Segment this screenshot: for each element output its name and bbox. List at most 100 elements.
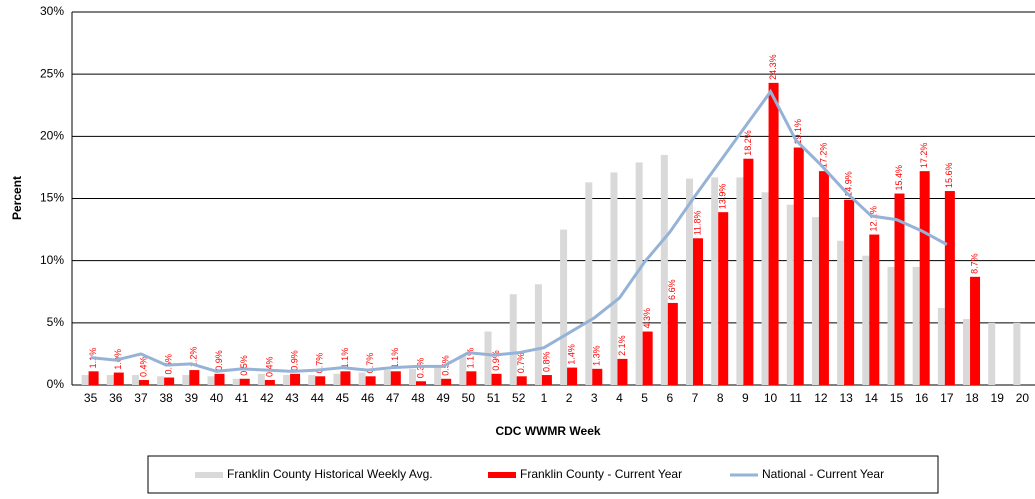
data-label: 1.2% [189, 347, 199, 368]
bar [138, 380, 149, 385]
bar [711, 177, 719, 385]
bar [541, 375, 552, 385]
bar [88, 371, 99, 385]
bar [390, 371, 401, 385]
bar [988, 322, 996, 385]
x-tick-label: 17 [940, 391, 954, 405]
x-tick-label: 6 [666, 391, 673, 405]
data-label: 6.6% [667, 279, 677, 300]
x-tick-label: 16 [915, 391, 929, 405]
bar [365, 376, 376, 385]
bar [768, 82, 779, 386]
data-label: 15.6% [944, 163, 954, 189]
bar [937, 307, 945, 385]
bar [358, 372, 366, 385]
x-tick-label: 3 [591, 391, 598, 405]
data-label: 17.2% [818, 143, 828, 169]
bar [264, 380, 275, 385]
data-label: 1.4% [566, 344, 576, 365]
bar [844, 199, 855, 385]
x-tick-label: 10 [764, 391, 778, 405]
x-tick-label: 47 [386, 391, 400, 405]
data-label: 14.9% [843, 171, 853, 197]
x-tick-label: 43 [285, 391, 299, 405]
x-tick-label: 1 [541, 391, 548, 405]
bar [642, 331, 653, 385]
bar [232, 378, 240, 385]
bar [340, 371, 351, 385]
data-label: 0.3% [415, 358, 425, 379]
bar [660, 154, 668, 385]
bar [383, 370, 391, 385]
legend-swatch [488, 472, 516, 478]
bar [667, 302, 678, 385]
legend-swatch [195, 472, 223, 478]
bar [534, 284, 542, 385]
bar [567, 367, 578, 385]
data-label: 1.1% [466, 348, 476, 369]
bar [434, 366, 442, 385]
x-tick-label: 41 [235, 391, 249, 405]
bar [106, 375, 114, 385]
data-label: 0.9% [289, 350, 299, 371]
bar [207, 376, 215, 385]
legend-box [147, 455, 939, 494]
x-tick-label: 35 [84, 391, 98, 405]
bar [617, 358, 628, 385]
bar [592, 368, 603, 385]
bar [811, 217, 819, 385]
legend-label: Franklin County Historical Weekly Avg. [227, 467, 433, 481]
bar [484, 331, 492, 385]
bar [761, 192, 769, 385]
data-label: 0.4% [264, 357, 274, 378]
x-tick-label: 14 [865, 391, 879, 405]
bar [837, 240, 845, 385]
bar [315, 376, 326, 385]
y-tick-label: 10% [40, 253, 64, 267]
data-label: 15.4% [894, 165, 904, 191]
bar [415, 381, 426, 385]
data-label: 19.1% [793, 119, 803, 145]
data-label: 1.1% [340, 348, 350, 369]
x-tick-label: 46 [361, 391, 375, 405]
bar [157, 376, 165, 385]
bar [610, 172, 618, 385]
bar [718, 212, 729, 385]
x-tick-label: 52 [512, 391, 526, 405]
bar [441, 378, 452, 385]
bar [1013, 322, 1021, 385]
bar [970, 276, 981, 385]
bar [516, 376, 527, 385]
bar [686, 178, 694, 385]
bar [736, 177, 744, 385]
bar [793, 147, 804, 385]
x-tick-label: 4 [616, 391, 623, 405]
bar [963, 319, 971, 385]
bar [131, 375, 139, 385]
x-tick-label: 12 [814, 391, 828, 405]
data-label: 0.7% [315, 353, 325, 374]
bar [919, 171, 930, 385]
data-label: 8.7% [969, 253, 979, 274]
data-label: 24.3% [768, 54, 778, 80]
bar [466, 371, 477, 385]
bar [743, 158, 754, 385]
bar [491, 373, 502, 385]
line [90, 88, 948, 373]
bar [560, 229, 568, 385]
bar [408, 368, 416, 385]
bar [693, 238, 704, 385]
x-tick-label: 39 [185, 391, 199, 405]
x-axis-label: CDC WWMR Week [495, 424, 600, 438]
data-label: 17.2% [919, 143, 929, 169]
bar [862, 255, 870, 385]
legend-label: Franklin County - Current Year [520, 467, 682, 481]
x-tick-label: 37 [134, 391, 148, 405]
bar [585, 182, 593, 385]
bar [257, 373, 265, 385]
bar [214, 373, 225, 385]
bar [509, 294, 517, 385]
x-tick-label: 38 [159, 391, 173, 405]
data-label: 0.9% [214, 350, 224, 371]
